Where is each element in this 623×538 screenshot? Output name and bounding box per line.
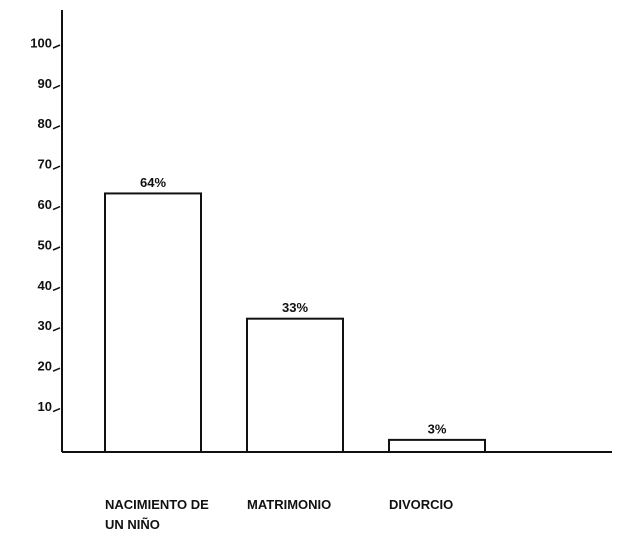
tick-mark [52,286,61,292]
tick-mark [52,165,61,170]
y-tick-label: 90 [38,76,52,91]
y-tick-label: 50 [38,237,52,252]
tick-mark [52,44,61,49]
y-tick-label: 80 [38,116,52,131]
bar [246,317,344,453]
x-tick-label: NACIMIENTO DE UN NIÑO [105,497,209,532]
value-label: 33% [282,300,308,315]
tick-mark [52,327,61,332]
y-tick-label: 10 [38,399,52,414]
y-tick-label: 30 [38,318,52,333]
x-tick-label: MATRIMONIO [247,497,332,512]
tick-mark [52,246,61,251]
value-label: 3% [428,421,447,436]
y-tick-label: 20 [38,359,52,374]
x-tick-label: DIVORCIO [389,497,454,512]
y-tick-label: 40 [38,278,52,293]
value-label: 64% [140,175,166,190]
y-tick-label: 70 [38,157,52,172]
bar [104,192,202,453]
bar [388,438,486,454]
tick-mark [52,125,61,130]
y-tick-label: 60 [38,197,52,212]
tick-mark [52,205,61,211]
tick-mark [52,367,61,372]
tick-mark [52,407,61,413]
tick-mark [52,84,61,90]
y-tick-label: 100 [30,35,52,50]
